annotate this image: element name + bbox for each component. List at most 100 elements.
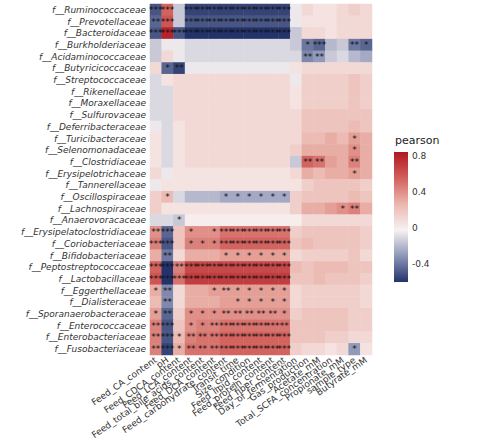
svg-text:f__Clostridiaceae: f__Clostridiaceae [70, 157, 147, 167]
svg-text:***: *** [266, 321, 280, 331]
svg-text:*: * [341, 204, 346, 214]
svg-text:*: * [259, 286, 264, 296]
svg-text:f__Bifidobacteriaceae: f__Bifidobacteriaceae [50, 251, 147, 261]
svg-text:0.8: 0.8 [412, 151, 427, 161]
svg-text:**: ** [221, 286, 231, 296]
svg-text:***: *** [161, 17, 175, 27]
svg-text:pearson: pearson [395, 134, 439, 147]
svg-text:**: ** [151, 321, 161, 331]
svg-text:*: * [189, 321, 194, 331]
svg-text:f__Eggerthellaceae: f__Eggerthellaceae [61, 286, 147, 296]
svg-text:0.4: 0.4 [412, 187, 427, 197]
svg-text:*: * [305, 40, 310, 50]
svg-text:*: * [189, 309, 194, 319]
svg-text:*: * [247, 251, 252, 261]
svg-text:f__Peptostreptococcaceae: f__Peptostreptococcaceae [29, 262, 147, 272]
svg-text:*: * [282, 309, 287, 319]
svg-text:f__Tannerellaceae: f__Tannerellaceae [66, 180, 147, 190]
svg-text:**: ** [280, 321, 290, 331]
svg-text:f__Dialisteraceae: f__Dialisteraceae [69, 297, 146, 307]
svg-text:***: *** [313, 40, 327, 50]
svg-text:*: * [177, 344, 182, 354]
svg-text:f__Fusobacteriaceae: f__Fusobacteriaceae [55, 344, 147, 354]
svg-text:f__Lachnospiraceae: f__Lachnospiraceae [58, 204, 147, 214]
svg-text:***: *** [161, 262, 175, 272]
svg-text:*: * [352, 344, 357, 354]
svg-text:f__Moraxellaceae: f__Moraxellaceae [68, 98, 146, 108]
svg-text:**: ** [233, 309, 243, 319]
svg-text:***: *** [161, 321, 175, 331]
svg-text:*: * [270, 192, 275, 202]
svg-text:***: *** [278, 17, 292, 27]
svg-text:**: ** [163, 309, 173, 319]
svg-text:***: *** [278, 262, 292, 272]
svg-text:*: * [224, 251, 229, 261]
svg-text:*: * [200, 321, 205, 331]
svg-text:*: * [235, 251, 240, 261]
svg-text:*: * [212, 309, 217, 319]
svg-text:**: ** [315, 52, 325, 62]
svg-text:**: ** [303, 52, 313, 62]
svg-text:*: * [282, 251, 287, 261]
svg-text:**: ** [210, 332, 220, 342]
svg-text:f__Coriobacteriaceae: f__Coriobacteriaceae [52, 239, 147, 249]
svg-text:***: *** [278, 344, 292, 354]
svg-text:*: * [247, 297, 252, 307]
svg-text:*: * [259, 251, 264, 261]
svg-text:*: * [224, 192, 229, 202]
svg-text:Butyrate_mM: Butyrate_mM [314, 355, 369, 398]
svg-text:**: ** [221, 309, 231, 319]
svg-text:*: * [189, 227, 194, 237]
svg-text:f__Anaerovoracaceae: f__Anaerovoracaceae [50, 215, 147, 225]
svg-text:f__Burkholderiaceae: f__Burkholderiaceae [55, 40, 147, 50]
svg-text:*: * [212, 239, 217, 249]
svg-text:*: * [235, 286, 240, 296]
svg-text:Feed_total_bile_acids_content: Feed_total_bile_acids_content [90, 355, 206, 440]
svg-text:**: ** [151, 332, 161, 342]
svg-text:*: * [154, 286, 159, 296]
svg-text:f__Prevotellaceae: f__Prevotellaceae [67, 17, 146, 27]
svg-text:***: *** [161, 344, 175, 354]
svg-text:**: ** [210, 321, 220, 331]
svg-text:*: * [364, 40, 369, 50]
svg-text:f__Sporanaerobacteraceae: f__Sporanaerobacteraceae [26, 309, 147, 319]
svg-text:*: * [235, 297, 240, 307]
svg-text:*: * [200, 309, 205, 319]
svg-text:*: * [259, 297, 264, 307]
svg-text:**: ** [175, 262, 185, 272]
svg-text:*: * [270, 251, 275, 261]
svg-text:f__Butyricicoccaceae: f__Butyricicoccaceae [52, 63, 146, 73]
svg-text:f__Erysipelotrichaceae: f__Erysipelotrichaceae [45, 169, 146, 179]
svg-text:**: ** [350, 204, 360, 214]
svg-text:f__Enterobacteriaceae: f__Enterobacteriaceae [46, 332, 147, 342]
svg-text:**: ** [151, 227, 161, 237]
svg-text:**: ** [186, 332, 196, 342]
svg-text:f__Rikenellaceae: f__Rikenellaceae [71, 87, 146, 97]
svg-text:*: * [212, 286, 217, 296]
svg-text:f__Streptococcaceae: f__Streptococcaceae [53, 75, 146, 85]
svg-text:**: ** [245, 309, 255, 319]
svg-text:*: * [189, 239, 194, 249]
svg-text:f__Sulfurovaceae: f__Sulfurovaceae [69, 110, 146, 120]
svg-text:*: * [282, 192, 287, 202]
svg-text:f__Lactobacillaceae: f__Lactobacillaceae [59, 274, 147, 284]
svg-text:*: * [352, 169, 357, 179]
svg-text:***: *** [278, 239, 292, 249]
svg-text:*: * [352, 134, 357, 144]
svg-text:f__Bacteroidaceae: f__Bacteroidaceae [64, 28, 147, 38]
svg-text:*: * [235, 192, 240, 202]
svg-text:***: *** [161, 227, 175, 237]
svg-text:***: *** [161, 239, 175, 249]
svg-text:**: ** [198, 332, 208, 342]
svg-text:*: * [282, 286, 287, 296]
svg-text:**: ** [268, 309, 278, 319]
svg-text:***: *** [278, 227, 292, 237]
svg-text:***: *** [161, 5, 175, 15]
svg-text:**: ** [350, 40, 360, 50]
svg-text:**: ** [257, 309, 267, 319]
svg-text:**: ** [210, 344, 220, 354]
svg-text:f__Ruminococcaceae: f__Ruminococcaceae [52, 5, 146, 15]
svg-text:*: * [270, 286, 275, 296]
svg-text:*: * [165, 63, 170, 73]
svg-text:f__Enterococcaceae: f__Enterococcaceae [57, 321, 147, 331]
